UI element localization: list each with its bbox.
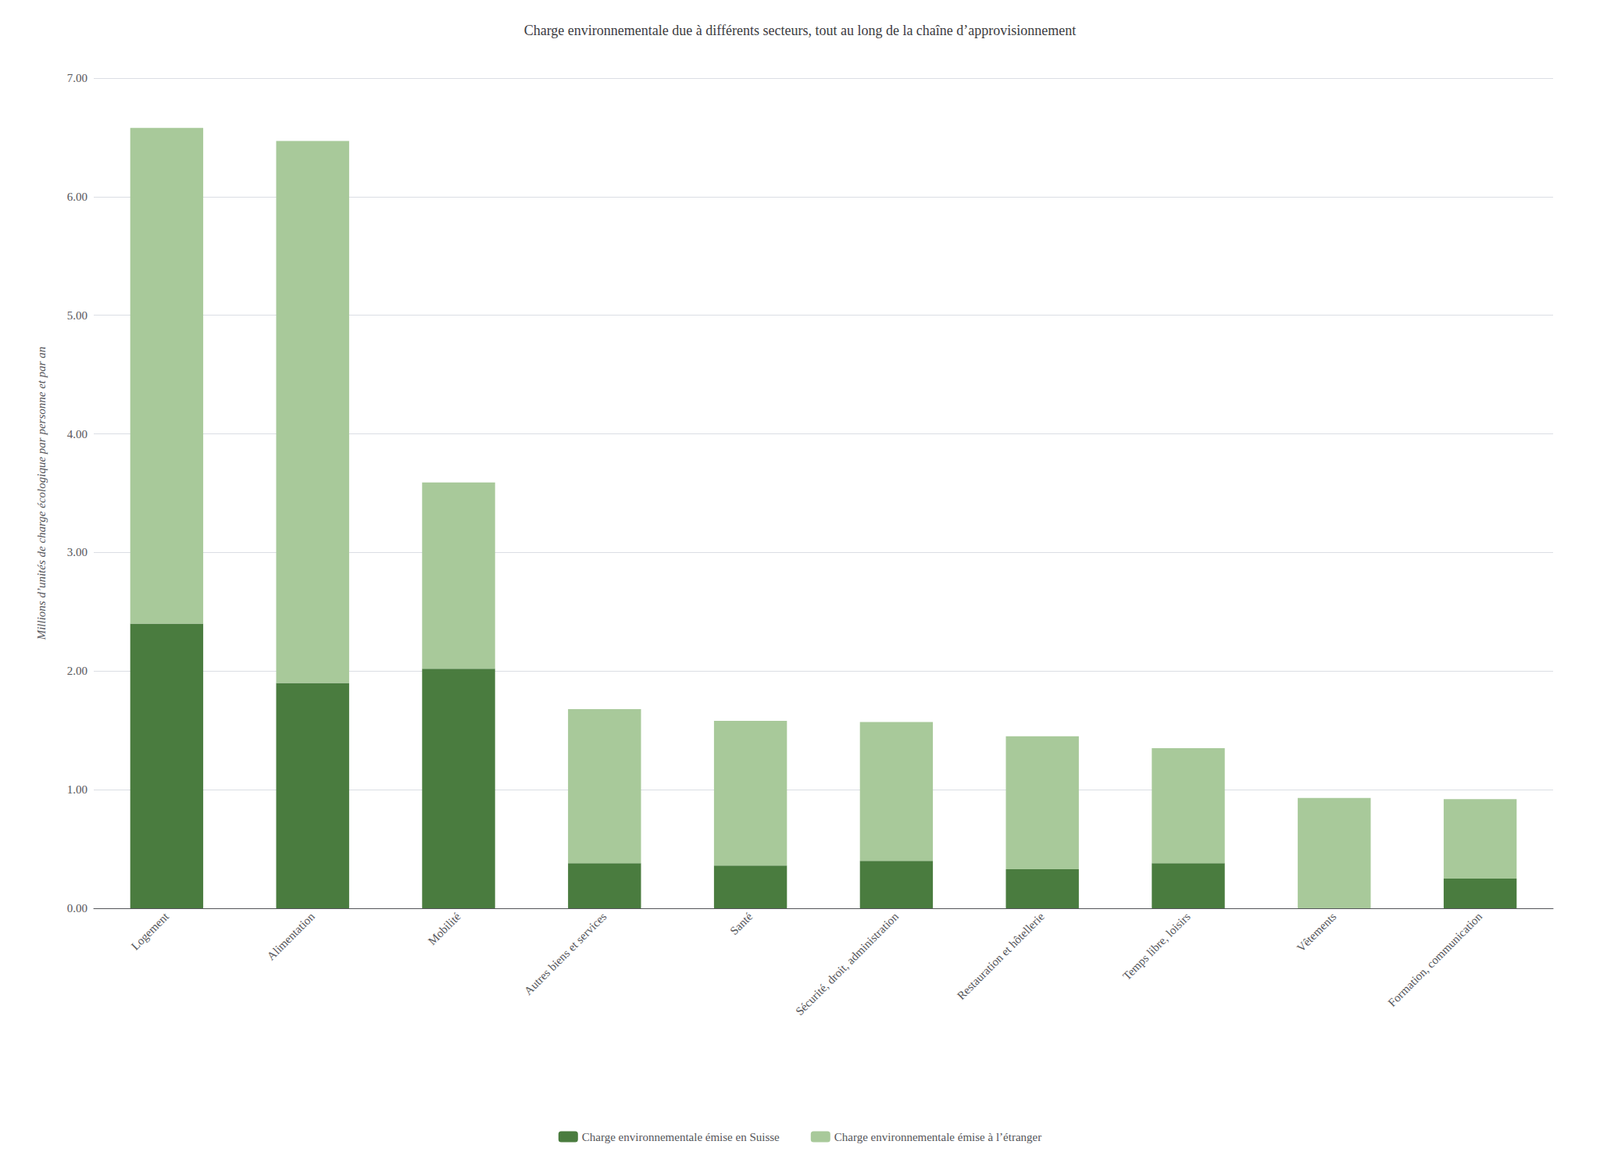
svg-text:Charge environnementale émise: Charge environnementale émise en Suisse [582, 1131, 780, 1144]
svg-text:5.00: 5.00 [67, 309, 88, 322]
svg-text:1.00: 1.00 [67, 783, 88, 797]
svg-text:0.00: 0.00 [67, 902, 88, 915]
svg-text:Temps libre, loisirs: Temps libre, loisirs [1120, 910, 1193, 983]
svg-text:Logement: Logement [128, 910, 172, 954]
svg-text:Millions d’unités de charge éc: Millions d’unités de charge écologique p… [35, 346, 48, 642]
svg-text:Formation, communication: Formation, communication [1385, 910, 1486, 1010]
svg-text:7.00: 7.00 [67, 71, 88, 85]
svg-text:Mobilité: Mobilité [425, 910, 464, 948]
svg-text:Charge environnementale due à: Charge environnementale due à différents… [524, 22, 1077, 39]
svg-text:6.00: 6.00 [67, 190, 88, 204]
svg-text:4.00: 4.00 [67, 428, 88, 441]
svg-text:Alimentation: Alimentation [264, 910, 318, 964]
svg-text:Santé: Santé [727, 910, 755, 938]
svg-text:3.00: 3.00 [67, 546, 88, 559]
svg-text:Sécurité, droit, administratio: Sécurité, droit, administration [792, 910, 901, 1018]
svg-text:2.00: 2.00 [67, 664, 88, 678]
svg-text:Restauration et hôtellerie: Restauration et hôtellerie [954, 910, 1047, 1003]
svg-text:Charge environnementale émise: Charge environnementale émise à l’étrang… [834, 1131, 1042, 1144]
svg-text:Autres biens et services: Autres biens et services [521, 910, 610, 998]
svg-text:Vêtements: Vêtements [1294, 910, 1340, 955]
